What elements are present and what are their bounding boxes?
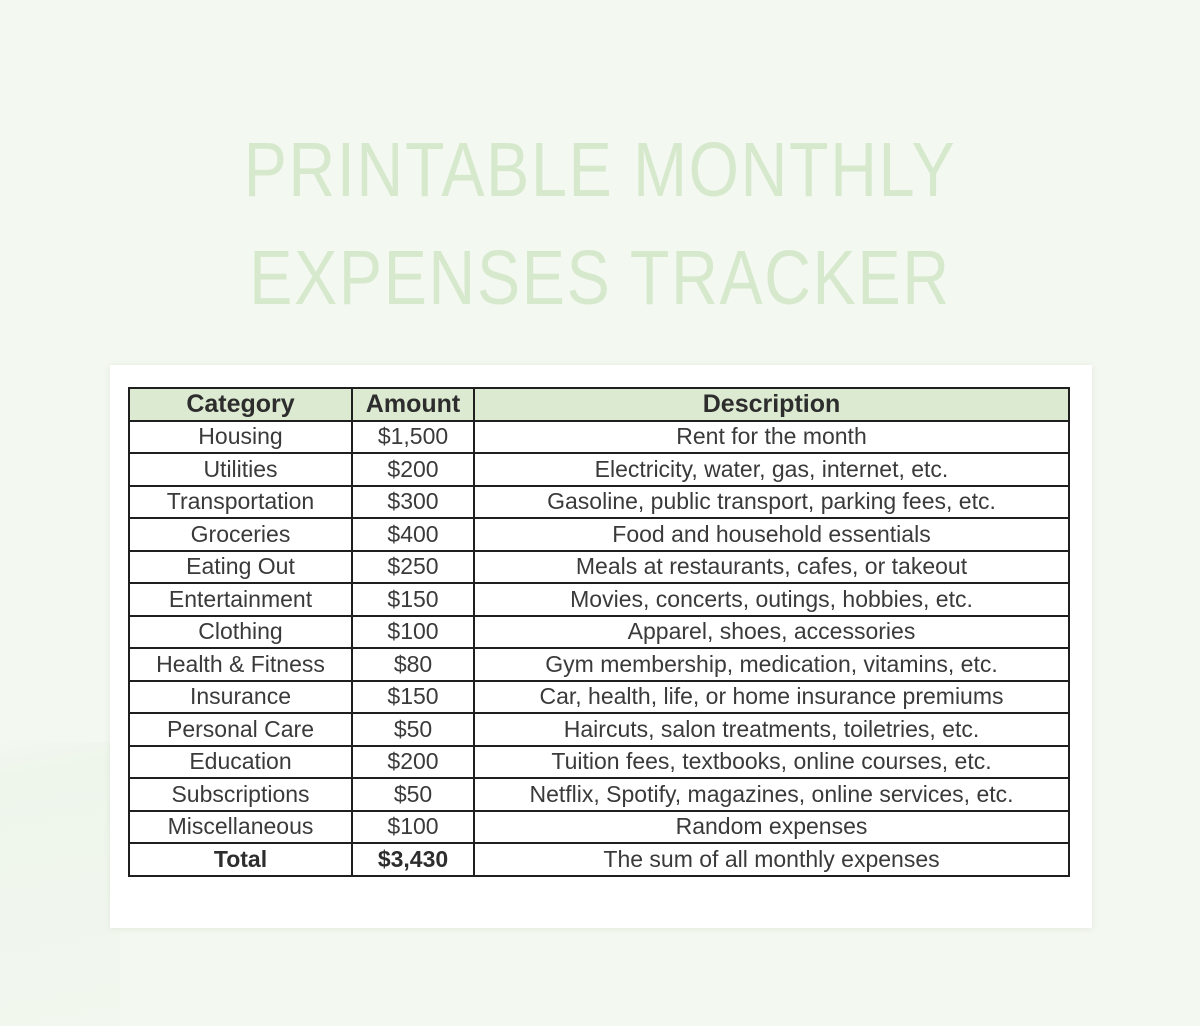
cell-category: Housing [128,419,353,454]
expenses-card: Category Amount Description Housing $1,5… [110,365,1092,928]
cell-description: Car, health, life, or home insurance pre… [473,679,1070,714]
table-row: Clothing $100 Apparel, shoes, accessorie… [128,614,1070,649]
cell-amount: $1,500 [351,419,475,454]
cell-amount: $300 [351,484,475,519]
cell-description: Food and household essentials [473,517,1070,552]
cell-category: Total [128,842,353,877]
table-row: Eating Out $250 Meals at restaurants, ca… [128,549,1070,584]
table-row: Miscellaneous $100 Random expenses [128,809,1070,844]
background-diagonal-tint [0,742,120,1026]
cell-description: Gasoline, public transport, parking fees… [473,484,1070,519]
cell-amount: $3,430 [351,842,475,877]
page-title-line-1: PRINTABLE MONTHLY [243,127,957,213]
header-cell-amount: Amount [351,387,475,422]
cell-description: Tuition fees, textbooks, online courses,… [473,744,1070,779]
cell-amount: $400 [351,517,475,552]
table-row: Subscriptions $50 Netflix, Spotify, maga… [128,777,1070,812]
cell-amount: $80 [351,647,475,682]
cell-category: Health & Fitness [128,647,353,682]
table-row: Health & Fitness $80 Gym membership, med… [128,647,1070,682]
table-header-row: Category Amount Description [128,387,1070,422]
cell-category: Clothing [128,614,353,649]
cell-category: Subscriptions [128,777,353,812]
cell-amount: $250 [351,549,475,584]
cell-description: Meals at restaurants, cafes, or takeout [473,549,1070,584]
cell-description: Electricity, water, gas, internet, etc. [473,452,1070,487]
cell-category: Personal Care [128,712,353,747]
cell-category: Miscellaneous [128,809,353,844]
table-row: Groceries $400 Food and household essent… [128,517,1070,552]
cell-description: Gym membership, medication, vitamins, et… [473,647,1070,682]
expenses-table: Category Amount Description Housing $1,5… [128,387,1070,877]
cell-description: Netflix, Spotify, magazines, online serv… [473,777,1070,812]
cell-description: Movies, concerts, outings, hobbies, etc. [473,582,1070,617]
cell-category: Eating Out [128,549,353,584]
cell-description: Apparel, shoes, accessories [473,614,1070,649]
cell-amount: $200 [351,744,475,779]
cell-description: Haircuts, salon treatments, toiletries, … [473,712,1070,747]
cell-category: Entertainment [128,582,353,617]
cell-category: Utilities [128,452,353,487]
table-row: Utilities $200 Electricity, water, gas, … [128,452,1070,487]
table-row: Education $200 Tuition fees, textbooks, … [128,744,1070,779]
cell-category: Insurance [128,679,353,714]
cell-amount: $200 [351,452,475,487]
cell-amount: $150 [351,582,475,617]
cell-amount: $100 [351,614,475,649]
cell-category: Education [128,744,353,779]
cell-amount: $50 [351,777,475,812]
header-cell-category: Category [128,387,353,422]
table-row: Housing $1,500 Rent for the month [128,419,1070,454]
page-title-line-2: EXPENSES TRACKER [249,235,951,321]
table-row: Insurance $150 Car, health, life, or hom… [128,679,1070,714]
cell-amount: $150 [351,679,475,714]
cell-category: Groceries [128,517,353,552]
cell-description: Rent for the month [473,419,1070,454]
table-row: Personal Care $50 Haircuts, salon treatm… [128,712,1070,747]
cell-amount: $50 [351,712,475,747]
page-title: PRINTABLE MONTHLY EXPENSES TRACKER [0,116,1200,332]
cell-amount: $100 [351,809,475,844]
cell-description: Random expenses [473,809,1070,844]
table-row: Transportation $300 Gasoline, public tra… [128,484,1070,519]
table-row: Entertainment $150 Movies, concerts, out… [128,582,1070,617]
cell-description: The sum of all monthly expenses [473,842,1070,877]
table-row: Total $3,430 The sum of all monthly expe… [128,842,1070,877]
cell-category: Transportation [128,484,353,519]
header-cell-description: Description [473,387,1070,422]
